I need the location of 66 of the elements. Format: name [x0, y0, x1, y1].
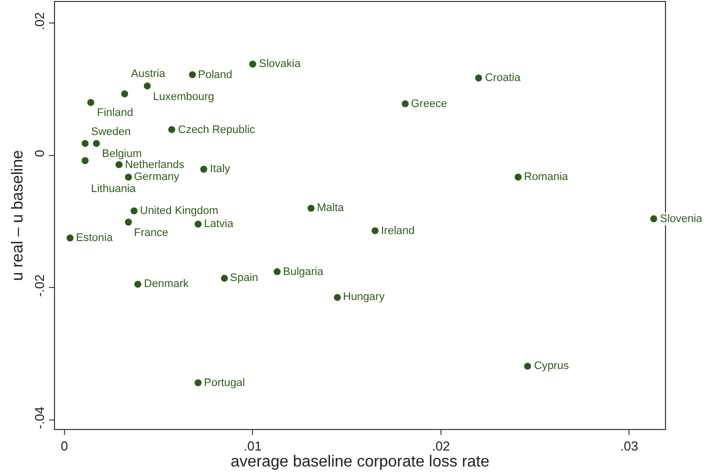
point — [475, 74, 482, 82]
annotation: Greece — [411, 98, 448, 110]
annotation: Cyprus — [534, 360, 570, 372]
annotation: Croatia — [485, 72, 522, 84]
x-tick-label: .02 — [432, 438, 450, 454]
y-tick-label: -.04 — [32, 406, 47, 430]
point — [372, 227, 379, 234]
annotation: Estonia — [76, 232, 114, 244]
annotation: Germany — [134, 171, 180, 183]
annotation: France — [134, 227, 168, 239]
x-tick-label: .01 — [244, 438, 262, 454]
annotation: United Kingdom — [140, 205, 218, 217]
annotation: Italy — [210, 163, 231, 175]
annotation: Malta — [317, 202, 345, 214]
point — [130, 207, 138, 214]
annotation: Romania — [524, 171, 569, 183]
point — [116, 161, 123, 168]
annotation: Poland — [198, 69, 232, 81]
point — [650, 215, 658, 222]
point — [66, 234, 74, 242]
point — [188, 71, 196, 78]
annotation: Slovakia — [259, 58, 302, 70]
point — [124, 218, 132, 226]
annotation: Spain — [230, 272, 258, 284]
x-axis-title: average baseline corporate loss rate — [230, 454, 490, 471]
annotation: Belgium — [102, 148, 142, 160]
annotation: Bulgaria — [283, 266, 324, 278]
annotation: Ireland — [381, 225, 415, 237]
point — [168, 126, 176, 134]
point — [200, 166, 208, 173]
point — [82, 157, 89, 164]
annotation: Hungary — [343, 291, 386, 303]
annotation: Czech Republic — [178, 124, 256, 136]
point — [194, 220, 202, 228]
point — [144, 82, 151, 90]
annotation: Slovenia — [660, 213, 704, 225]
annotation: Latvia — [204, 218, 234, 230]
point — [124, 174, 132, 181]
y-tick-label: .02 — [32, 12, 47, 30]
point — [274, 268, 281, 276]
point — [92, 140, 100, 147]
point — [134, 280, 142, 288]
point — [194, 379, 202, 386]
point — [334, 294, 341, 301]
point — [308, 204, 315, 212]
point — [121, 90, 128, 98]
annotation: Denmark — [144, 278, 190, 290]
y-tick-label: -.02 — [32, 274, 47, 297]
annotation: Austria — [131, 68, 166, 80]
point — [220, 274, 228, 282]
point — [249, 60, 256, 68]
x-tick-label: .03 — [620, 438, 638, 454]
point — [514, 174, 522, 181]
x-tick-label: 0 — [60, 438, 68, 454]
y-tick-label: 0 — [32, 150, 47, 158]
point — [524, 362, 532, 370]
annotation: Sweden — [91, 126, 131, 138]
annotation: Lithuania — [91, 183, 137, 195]
annotation: Netherlands — [125, 159, 185, 171]
point — [82, 140, 89, 147]
annotation: Luxembourg — [153, 91, 214, 103]
y-axis-title: u real – u baseline — [10, 150, 27, 281]
annotation: Finland — [97, 107, 134, 119]
annotation: Portugal — [204, 377, 245, 389]
point — [87, 98, 94, 106]
point — [402, 100, 409, 108]
